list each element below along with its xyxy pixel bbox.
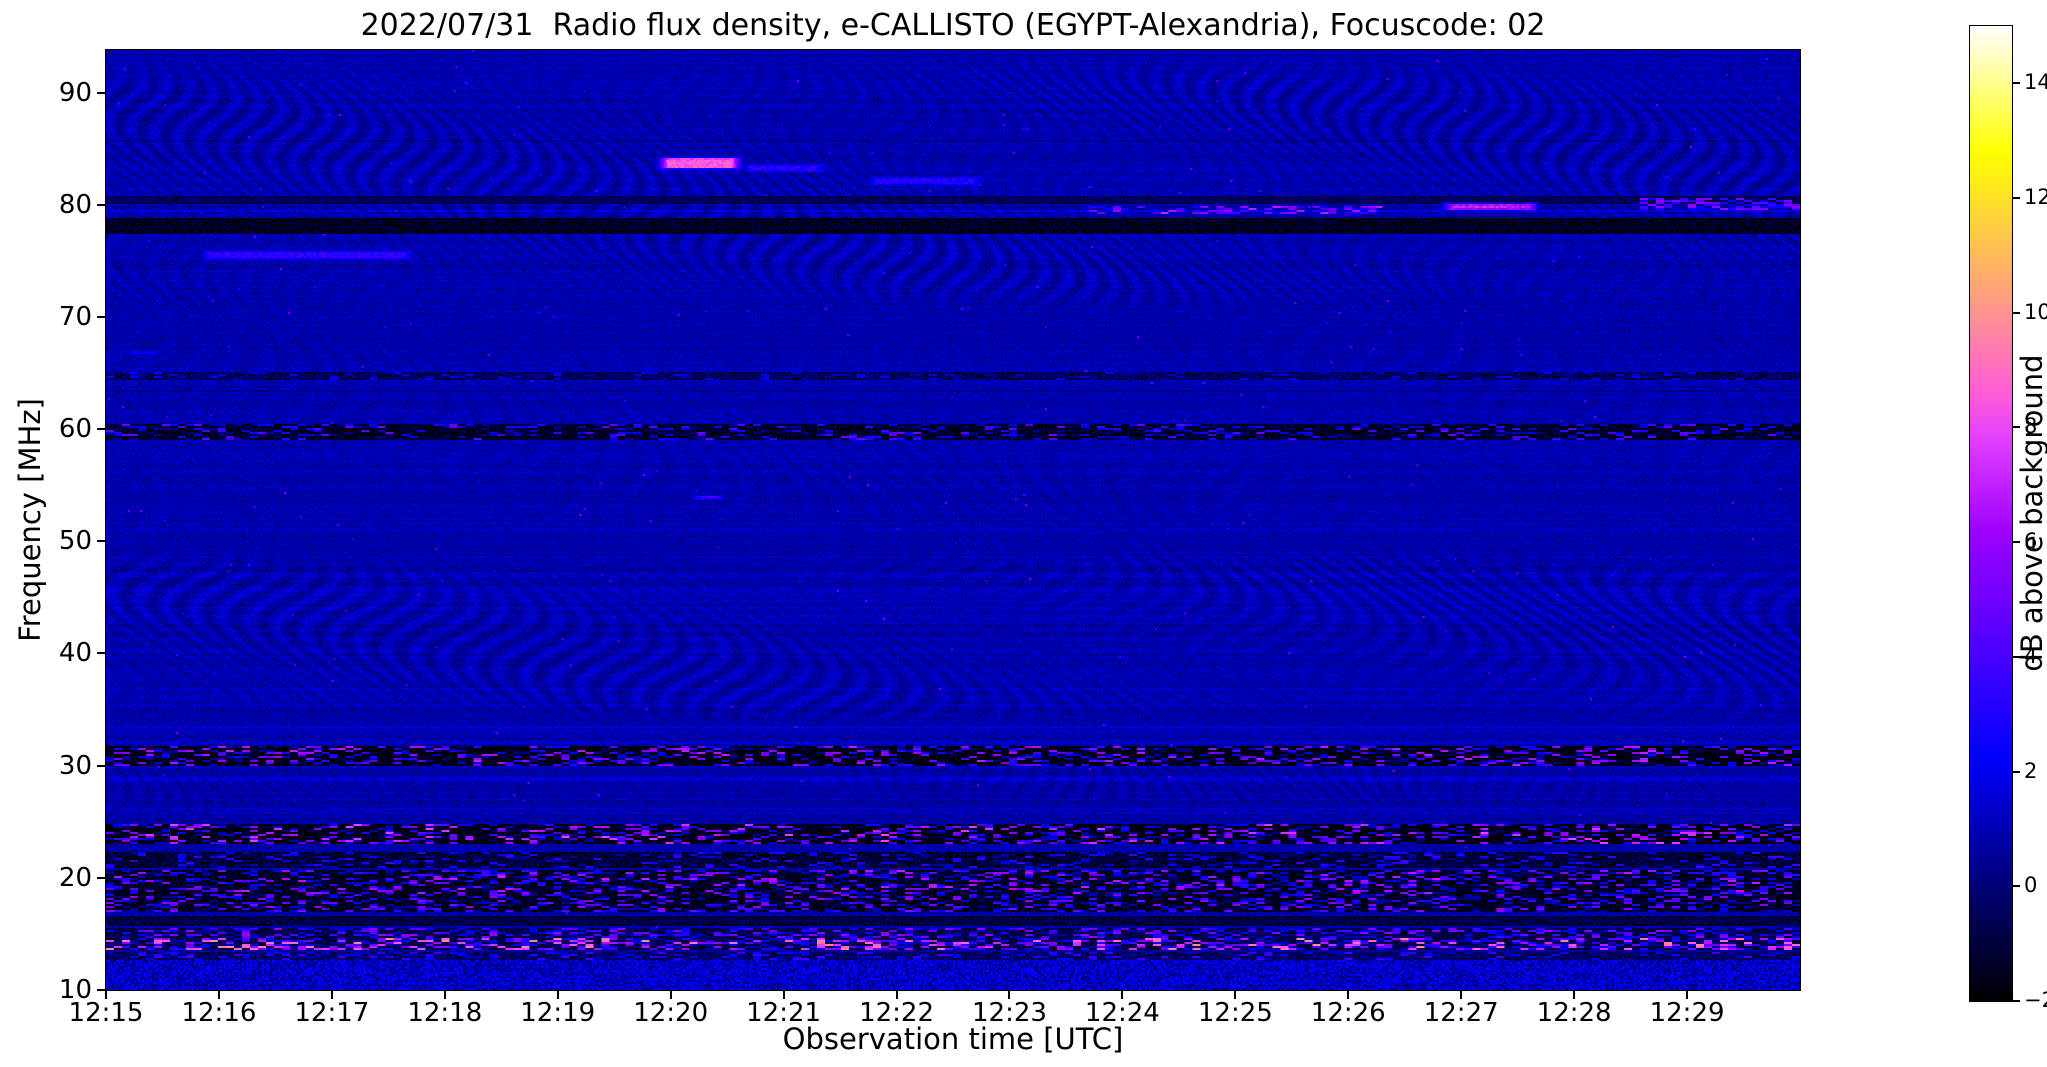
colorbar-tick-label: 14 bbox=[2024, 70, 2047, 95]
colorbar-tick-label: 10 bbox=[2024, 299, 2047, 324]
x-tick-mark bbox=[1121, 990, 1124, 999]
x-tick-mark bbox=[1234, 990, 1237, 999]
x-tick-mark bbox=[1008, 990, 1011, 999]
y-tick-label: 40 bbox=[58, 638, 92, 669]
y-tick-mark bbox=[97, 989, 106, 991]
y-tick-label: 70 bbox=[58, 301, 92, 332]
colorbar-tick-label: 0 bbox=[2024, 873, 2038, 898]
x-tick-label: 12:15 bbox=[68, 998, 144, 1028]
colorbar-tick-mark bbox=[2012, 197, 2020, 200]
y-tick-mark bbox=[97, 764, 106, 767]
colorbar-tick-label: 4 bbox=[2024, 643, 2038, 668]
y-tick-label: 10 bbox=[58, 975, 92, 1005]
x-tick-label: 12:18 bbox=[407, 998, 483, 1028]
y-tick-label: 50 bbox=[58, 526, 92, 557]
y-tick-mark bbox=[97, 652, 106, 655]
x-tick-mark bbox=[1347, 990, 1350, 999]
y-tick-mark bbox=[97, 91, 106, 94]
y-tick-mark bbox=[97, 540, 106, 543]
x-tick-mark bbox=[105, 990, 107, 999]
x-tick-label: 12:23 bbox=[971, 998, 1047, 1028]
x-tick-mark bbox=[217, 990, 220, 999]
x-tick-label: 12:29 bbox=[1649, 998, 1725, 1028]
x-tick-mark bbox=[895, 990, 898, 999]
colorbar-tick-mark bbox=[2012, 541, 2020, 544]
x-tick-label: 12:27 bbox=[1423, 998, 1499, 1028]
x-tick-label: 12:26 bbox=[1310, 998, 1386, 1028]
colorbar-tick-label: −2 bbox=[2024, 988, 2047, 1012]
x-tick-mark bbox=[330, 990, 333, 999]
colorbar-label: dB above background bbox=[2015, 354, 2047, 672]
colorbar-tick-mark bbox=[2012, 1000, 2020, 1002]
x-axis-label: Observation time [UTC] bbox=[782, 1022, 1124, 1056]
x-tick-mark bbox=[556, 990, 559, 999]
y-tick-mark bbox=[97, 876, 106, 879]
x-tick-mark bbox=[1573, 990, 1576, 999]
spectrogram-heatmap bbox=[105, 49, 1801, 991]
y-tick-label: 90 bbox=[58, 77, 92, 108]
x-tick-label: 12:24 bbox=[1084, 998, 1160, 1028]
colorbar bbox=[1969, 25, 2013, 1002]
colorbar-tick-mark bbox=[2012, 82, 2020, 85]
x-tick-mark bbox=[669, 990, 672, 999]
colorbar-tick-mark bbox=[2012, 655, 2020, 658]
x-tick-mark bbox=[1686, 990, 1689, 999]
chart-title: 2022/07/31 Radio flux density, e-CALLIST… bbox=[360, 8, 1546, 43]
y-tick-mark bbox=[97, 428, 106, 431]
y-tick-mark bbox=[97, 315, 106, 318]
colorbar-tick-mark bbox=[2012, 885, 2020, 888]
y-tick-mark bbox=[97, 203, 106, 206]
colorbar-tick-mark bbox=[2012, 770, 2020, 773]
x-tick-label: 12:21 bbox=[746, 998, 822, 1028]
y-tick-label: 20 bbox=[58, 862, 92, 893]
x-tick-mark bbox=[1460, 990, 1463, 999]
colorbar-tick-label: 2 bbox=[2024, 758, 2038, 783]
x-tick-label: 12:20 bbox=[633, 998, 709, 1028]
colorbar-tick-mark bbox=[2012, 311, 2020, 314]
y-tick-label: 80 bbox=[58, 189, 92, 220]
x-tick-label: 12:17 bbox=[294, 998, 370, 1028]
x-tick-label: 12:28 bbox=[1536, 998, 1612, 1028]
y-tick-label: 60 bbox=[58, 414, 92, 445]
colorbar-tick-mark bbox=[2012, 426, 2020, 429]
colorbar-tick-label: 6 bbox=[2024, 529, 2038, 554]
x-tick-label: 12:19 bbox=[520, 998, 596, 1028]
y-tick-label: 30 bbox=[58, 750, 92, 781]
x-tick-label: 12:25 bbox=[1197, 998, 1273, 1028]
colorbar-tick-label: 8 bbox=[2024, 414, 2038, 439]
x-tick-mark bbox=[782, 990, 785, 999]
x-tick-mark bbox=[443, 990, 446, 999]
colorbar-tick-label: 12 bbox=[2024, 185, 2047, 210]
x-tick-label: 12:16 bbox=[181, 998, 257, 1028]
x-tick-label: 12:22 bbox=[859, 998, 934, 1028]
